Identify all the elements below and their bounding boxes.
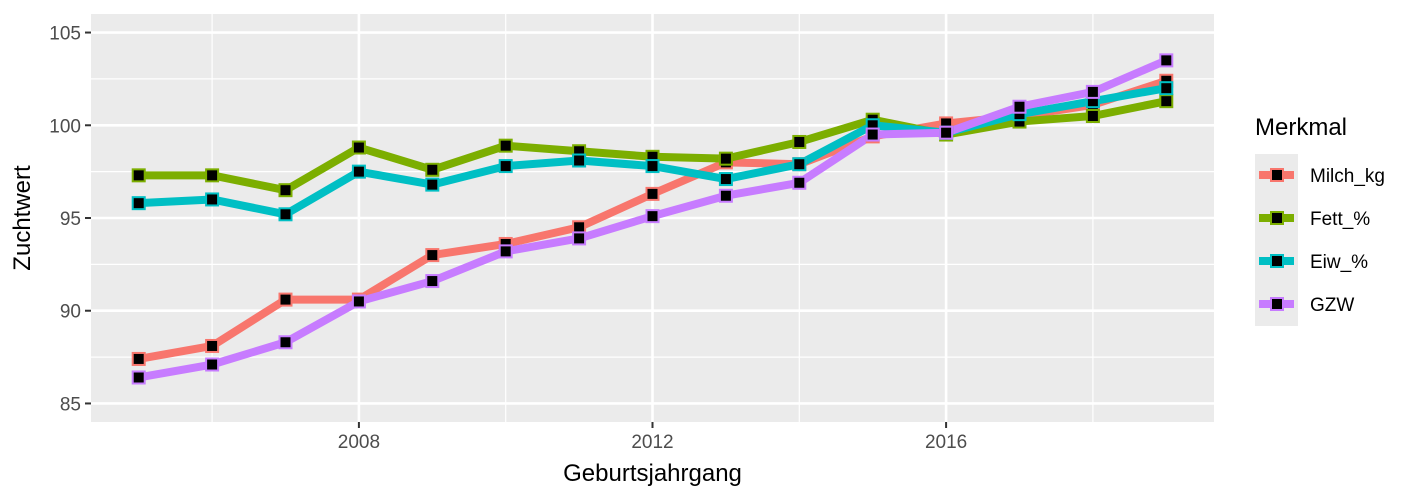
data-point xyxy=(1159,81,1174,96)
data-point xyxy=(425,162,440,177)
data-point xyxy=(425,177,440,192)
data-point xyxy=(131,351,146,366)
data-point xyxy=(278,183,293,198)
x-tick-label: 2008 xyxy=(338,432,380,453)
data-point xyxy=(572,153,587,168)
y-axis-label: Zuchtwert xyxy=(9,165,36,271)
data-point xyxy=(425,274,440,289)
x-axis-label: Geburtsjahrgang xyxy=(563,460,742,487)
data-point xyxy=(351,164,366,179)
y-tick-label: 85 xyxy=(60,394,81,415)
legend-label: Eiw_% xyxy=(1310,252,1368,273)
data-point xyxy=(351,140,366,155)
x-tick-label: 2012 xyxy=(631,432,673,453)
data-point xyxy=(792,134,807,149)
data-point xyxy=(131,196,146,211)
y-tick-label: 90 xyxy=(60,302,81,323)
legend-key-point xyxy=(1270,297,1284,311)
data-point xyxy=(865,127,880,142)
data-point xyxy=(792,157,807,172)
data-point xyxy=(205,338,220,353)
data-point xyxy=(278,292,293,307)
legend-key-point xyxy=(1270,254,1284,268)
y-tick-label: 95 xyxy=(60,209,81,230)
data-point xyxy=(1159,53,1174,68)
data-point xyxy=(792,175,807,190)
data-point xyxy=(278,207,293,222)
legend-title: Merkmal xyxy=(1255,114,1347,141)
data-point xyxy=(645,159,660,174)
data-point xyxy=(1012,99,1027,114)
data-point xyxy=(1159,94,1174,109)
data-point xyxy=(425,248,440,263)
legend-key-point xyxy=(1270,211,1284,225)
legend-label: Fett_% xyxy=(1310,209,1370,230)
data-point xyxy=(131,370,146,385)
data-point xyxy=(498,244,513,259)
data-point xyxy=(939,125,954,140)
data-point xyxy=(278,335,293,350)
legend-label: Milch_kg xyxy=(1310,166,1385,187)
data-point xyxy=(498,138,513,153)
data-point xyxy=(718,151,733,166)
data-point xyxy=(718,172,733,187)
y-tick-label: 105 xyxy=(49,24,81,45)
data-point xyxy=(572,231,587,246)
data-point xyxy=(1085,84,1100,99)
data-point xyxy=(645,209,660,224)
data-point xyxy=(645,186,660,201)
data-point xyxy=(498,159,513,174)
y-tick-label: 100 xyxy=(49,116,81,137)
data-point xyxy=(205,357,220,372)
x-tick-label: 2016 xyxy=(925,432,967,453)
data-point xyxy=(1085,109,1100,123)
legend-key-point xyxy=(1270,168,1284,182)
data-point xyxy=(205,168,220,183)
data-point xyxy=(351,294,366,309)
legend-label: GZW xyxy=(1310,295,1354,316)
data-point xyxy=(131,168,146,183)
data-point xyxy=(205,192,220,207)
data-point xyxy=(718,188,733,203)
